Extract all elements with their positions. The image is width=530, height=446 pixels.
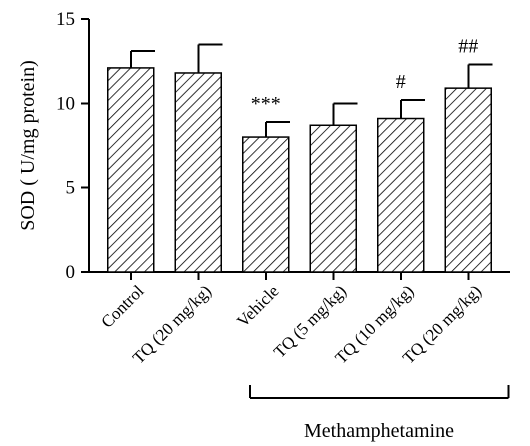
significance-label: # <box>396 71 406 93</box>
group-bracket-label: Methamphetamine <box>304 420 454 442</box>
bar <box>444 87 492 273</box>
significance-label: ## <box>458 36 478 58</box>
y-tick-label: 0 <box>66 262 76 283</box>
bar <box>309 124 357 273</box>
y-tick-label: 15 <box>56 9 75 30</box>
y-tick-label: 5 <box>66 178 76 199</box>
significance-label: *** <box>251 93 281 115</box>
category-label: Control <box>97 281 147 331</box>
category-label: Vehicle <box>233 281 282 330</box>
bar <box>107 67 155 273</box>
bar <box>242 136 290 273</box>
y-axis-title: SOD ( U/mg protein) <box>17 60 39 231</box>
bar <box>377 117 425 273</box>
y-tick-label: 10 <box>56 93 75 114</box>
bar <box>174 72 222 273</box>
